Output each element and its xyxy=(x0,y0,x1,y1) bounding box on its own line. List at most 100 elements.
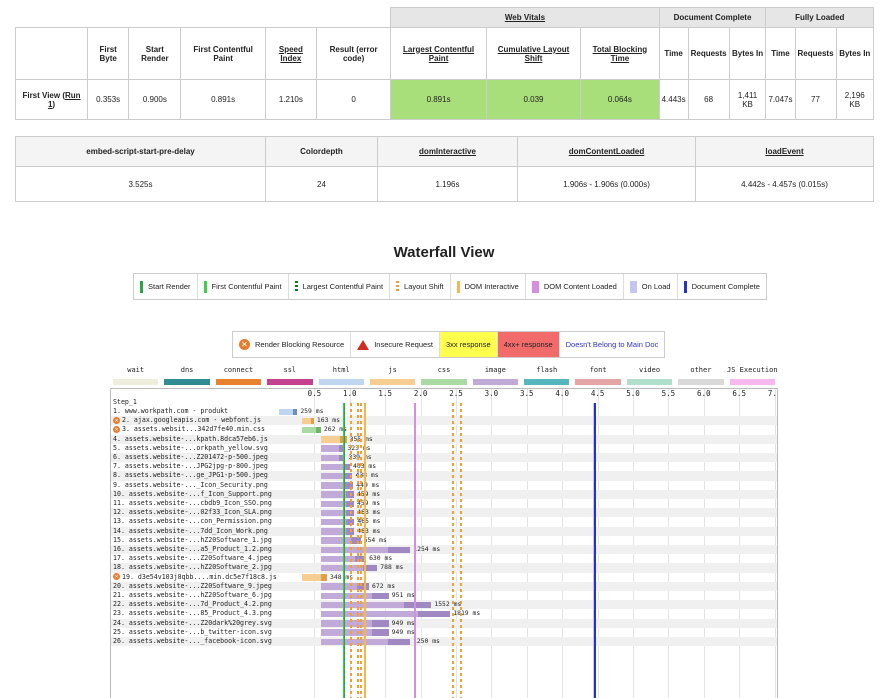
request-row[interactable]: 11. assets.website-...cbdb9_Icon_SSO.png… xyxy=(111,499,777,508)
request-bar[interactable] xyxy=(321,472,353,480)
request-bar[interactable] xyxy=(279,408,298,415)
request-row[interactable]: 22. assets.website-...7d_Product_4.2.png… xyxy=(111,600,777,610)
request-label[interactable]: 8. assets.website-...ge_JPG1-p-500.jpeg xyxy=(113,471,268,480)
request-label[interactable]: ✕ 3. assets.websit...342d7fe40.min.css xyxy=(113,425,265,434)
request-bar[interactable] xyxy=(321,528,355,535)
request-label[interactable]: 17. assets.website-...Z20Software_4.jpeg xyxy=(113,554,272,563)
request-row[interactable]: 15. assets.website-...hZ20Software_1.jpg… xyxy=(111,536,777,545)
request-row[interactable]: ✕ 19. d3e54v103j8qbb....min.dc5e7f18c8.js… xyxy=(111,573,777,582)
legend-swatch xyxy=(456,280,460,293)
request-row[interactable]: 21. assets.website-...hZ20Software_6.jpg… xyxy=(111,591,777,600)
header-lcp[interactable]: Largest Contentful Paint xyxy=(390,27,487,80)
request-bar[interactable] xyxy=(321,601,432,609)
request-row[interactable]: 23. assets.website-...85_Product_4.3.png… xyxy=(111,609,777,618)
request-bar[interactable] xyxy=(321,537,361,544)
run-link[interactable]: Run 1 xyxy=(47,90,81,109)
request-label[interactable]: 26. assets.website-..._facebook-icon.svg xyxy=(113,637,272,645)
request-row[interactable]: ✕ 2. ajax.googleapis.com - webfont.js 163 … xyxy=(111,416,777,426)
request-bar[interactable] xyxy=(321,491,354,498)
request-label[interactable]: 7. assets.website-...JPG2jpg-p-800.jpeg xyxy=(113,462,268,471)
request-label[interactable]: ✕ 2. ajax.googleapis.com - webfont.js xyxy=(113,416,261,425)
request-row[interactable]: 4. assets.website-...kpath.8dca57eb6.js 3… xyxy=(111,434,777,444)
request-bar[interactable] xyxy=(321,592,389,599)
value-embed-script: 3.525s xyxy=(15,166,266,202)
request-label[interactable]: 16. assets.website-...a5_Product_1.2.png xyxy=(113,545,272,553)
request-bar[interactable] xyxy=(321,500,354,507)
value-speed-index: 1.210s xyxy=(264,79,317,120)
request-label[interactable]: 9. assets.website-..._Icon_Security.png xyxy=(113,480,268,489)
request-bar[interactable] xyxy=(321,610,451,618)
request-bar[interactable] xyxy=(321,546,411,553)
request-row[interactable]: 6. assets.website-...Z201472-p-500.jpeg 3… xyxy=(111,453,777,463)
request-row[interactable]: 12. assets.website-...02f33_Icon_SLA.png… xyxy=(111,508,777,518)
header-load-event[interactable]: loadEvent xyxy=(695,136,874,167)
request-label[interactable]: 18. assets.website-...hZ20Software_2.jpg xyxy=(113,563,272,572)
render-blocking-icon: ✕ xyxy=(239,339,250,350)
request-bar[interactable] xyxy=(302,426,321,434)
request-bar[interactable] xyxy=(321,454,346,461)
request-label[interactable]: 12. assets.website-...02f33_Icon_SLA.png xyxy=(113,508,272,517)
request-label[interactable]: 14. assets.website-...7dd_Icon_Work.png xyxy=(113,526,268,535)
request-bar[interactable] xyxy=(321,482,354,489)
request-row[interactable]: 26. assets.website-..._facebook-icon.svg… xyxy=(111,637,777,647)
request-row[interactable]: 10. assets.website-...f_Icon_Support.png… xyxy=(111,489,777,499)
request-bar[interactable] xyxy=(321,620,389,627)
request-label[interactable]: 23. assets.website-...85_Product_4.3.png xyxy=(113,609,272,618)
request-row[interactable]: 18. assets.website-...hZ20Software_2.jpg… xyxy=(111,563,777,573)
header-speed-index[interactable]: Speed Index xyxy=(264,27,317,80)
request-bar[interactable] xyxy=(321,629,389,636)
request-label[interactable]: 5. assets.website-...orkpath_yellow.svg xyxy=(113,443,268,452)
request-bar[interactable] xyxy=(321,564,378,572)
request-bar[interactable] xyxy=(321,436,347,443)
request-label[interactable]: ✕ 19. d3e54v103j8qbb....min.dc5e7f18c8.js xyxy=(113,572,277,581)
group-web-vitals[interactable]: Web Vitals xyxy=(390,7,660,28)
request-row[interactable]: 9. assets.website-..._Icon_Security.png 4… xyxy=(111,481,777,490)
request-row[interactable]: 24. assets.website-...Z20dark%20grey.svg… xyxy=(111,618,777,628)
request-label[interactable]: 13. assets.website-...con_Permission.png xyxy=(113,517,272,526)
grid-line xyxy=(385,389,387,698)
request-label[interactable]: 22. assets.website-...7d_Product_4.2.png xyxy=(113,600,272,609)
request-row[interactable]: 1. www.workpath.com - produkt 259 ms xyxy=(111,407,777,416)
header-corner xyxy=(15,27,88,80)
header-fl-bytes: Bytes In xyxy=(835,27,875,80)
request-bar[interactable] xyxy=(321,518,355,526)
request-label[interactable]: 25. assets.website-...b_twitter-icon.svg xyxy=(113,627,272,636)
tick-label: 0.5 xyxy=(307,389,322,398)
request-label[interactable]: 24. assets.website-...Z20dark%20grey.svg xyxy=(113,618,272,627)
request-row[interactable]: 7. assets.website-...JPG2jpg-p-800.jpeg4… xyxy=(111,462,777,471)
download-segment xyxy=(388,546,411,553)
request-row[interactable]: 8. assets.website-...ge_JPG1-p-500.jpeg 4… xyxy=(111,471,777,481)
request-label[interactable]: 15. assets.website-...hZ20Software_1.jpg xyxy=(113,535,272,544)
request-label[interactable]: 6. assets.website-...Z201472-p-500.jpeg xyxy=(113,453,268,461)
request-row[interactable]: 25. assets.website-...b_twitter-icon.svg… xyxy=(111,628,777,637)
header-dom-interactive[interactable]: domInteractive xyxy=(377,136,518,167)
request-row[interactable]: ✕ 3. assets.websit...342d7fe40.min.css 262… xyxy=(111,425,777,434)
value-dom-interactive: 1.196s xyxy=(377,166,518,202)
request-bar[interactable] xyxy=(321,509,355,517)
grid-line xyxy=(633,389,634,698)
request-label[interactable]: 4. assets.website-...kpath.8dca57eb6.js xyxy=(113,434,268,443)
request-row[interactable]: 5. assets.website-...orkpath_yellow.svg 3… xyxy=(111,444,777,453)
header-dom-content-loaded[interactable]: domContentLoaded xyxy=(517,136,696,167)
request-label[interactable]: 21. assets.website-...hZ20Software_6.jpg xyxy=(113,591,272,599)
request-label[interactable]: 11. assets.website-...cbdb9_Icon_SSO.png xyxy=(113,499,272,507)
request-bar[interactable] xyxy=(321,583,370,590)
request-bar[interactable] xyxy=(302,417,314,425)
request-bar[interactable] xyxy=(302,574,327,581)
request-row[interactable]: 17. assets.website-...Z20Software_4.jpeg… xyxy=(111,554,777,563)
tick-label: 1.5 xyxy=(378,389,392,398)
request-bar[interactable] xyxy=(321,445,345,452)
render-blocking-icon: ✕ xyxy=(113,573,120,581)
request-row[interactable]: 16. assets.website-...a5_Product_1.2.png… xyxy=(111,545,777,555)
request-bar[interactable] xyxy=(321,638,410,645)
request-label[interactable]: 10. assets.website-...f_Icon_Support.png xyxy=(113,489,272,498)
request-row[interactable]: 20. assets.website-...Z20Software_9.jpeg… xyxy=(111,581,777,591)
summary-table: Web Vitals Document Complete Fully Loade… xyxy=(15,7,875,120)
request-label[interactable]: 20. assets.website-...Z20Software_9.jpeg xyxy=(113,581,272,590)
request-row[interactable]: 13. assets.website-...con_Permission.png… xyxy=(111,517,777,526)
header-cls[interactable]: Cumulative Layout Shift xyxy=(485,27,582,80)
header-tbt[interactable]: Total Blocking Time xyxy=(580,27,660,80)
request-label[interactable]: 1. www.workpath.com - produkt xyxy=(113,407,229,415)
request-bar[interactable] xyxy=(321,463,350,471)
request-row[interactable]: 14. assets.website-...7dd_Icon_Work.png 4… xyxy=(111,526,777,536)
